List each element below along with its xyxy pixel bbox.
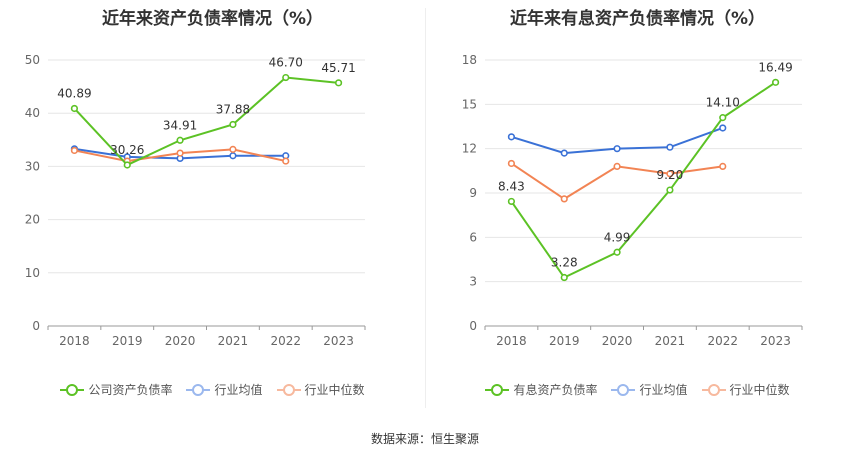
series-line <box>510 81 777 279</box>
data-label: 34.91 <box>163 118 197 132</box>
data-point <box>229 152 237 160</box>
x-tick-label: 2018 <box>59 334 90 348</box>
data-point <box>560 195 568 203</box>
data-point <box>229 120 237 129</box>
panel-divider <box>425 8 426 408</box>
data-label: 8.43 <box>498 179 525 193</box>
x-tick-label: 2019 <box>112 334 143 348</box>
data-point <box>229 145 237 153</box>
series-line <box>73 76 339 167</box>
legend-marker-icon <box>186 383 211 396</box>
data-point <box>70 146 79 155</box>
y-tick-label: 12 <box>462 142 477 156</box>
x-tick-label: 2023 <box>323 334 354 348</box>
legend-marker-icon <box>701 383 726 396</box>
legend-item-industry-median[interactable]: 行业中位数 <box>701 381 790 398</box>
data-point <box>613 162 621 170</box>
x-tick-label: 2021 <box>655 334 686 348</box>
y-tick-label: 10 <box>25 266 40 280</box>
x-tick-label: 2019 <box>549 334 580 348</box>
data-point <box>507 159 516 168</box>
data-point <box>613 248 621 256</box>
data-label: 4.99 <box>604 230 631 244</box>
legend-label: 行业均值 <box>639 383 688 397</box>
chart-panel-left: 近年来资产负债率情况（%） 0 10 20 30 40 50 2018 2019 2020 202… <box>0 0 425 410</box>
data-point <box>560 149 568 157</box>
y-tick-label: 3 <box>469 275 477 289</box>
line-chart-debt-ratio: 0 10 20 30 40 50 2018 2019 2020 2021 2022 2023 40.89… <box>25 53 366 348</box>
data-label: 46.70 <box>269 56 303 70</box>
data-label: 14.10 <box>706 96 740 110</box>
x-tick-label: 2021 <box>218 334 249 348</box>
y-tick-label: 15 <box>462 97 477 111</box>
y-tick-label: 0 <box>469 319 477 333</box>
legend-item-industry-mean[interactable]: 行业均值 <box>611 381 688 398</box>
data-label: 3.28 <box>551 256 578 270</box>
data-point <box>771 78 780 86</box>
data-point <box>560 273 568 282</box>
legend-marker-icon <box>60 383 85 396</box>
data-label: 40.89 <box>57 86 91 100</box>
y-tick-label: 9 <box>469 186 477 200</box>
legend-marker-icon <box>611 383 636 396</box>
x-tick-label: 2020 <box>602 334 633 348</box>
data-point <box>123 161 131 169</box>
legend-item-company[interactable]: 公司资产负债率 <box>60 381 172 398</box>
data-point <box>666 170 674 178</box>
legend-marker-icon <box>276 383 301 396</box>
legend-item-interest-bearing[interactable]: 有息资产负债率 <box>485 381 597 398</box>
chart-title: 近年来有息资产负债率情况（%） <box>509 9 766 29</box>
data-label: 30.26 <box>110 143 144 157</box>
data-point <box>719 162 727 170</box>
legend-label: 行业均值 <box>214 383 263 397</box>
legend-label: 有息资产负债率 <box>513 383 598 397</box>
data-point <box>176 149 184 157</box>
x-tick-label: 2023 <box>760 334 791 348</box>
line-chart-interest-debt-ratio: 0 3 6 9 12 15 18 2018 2019 2020 2021 2022 2023 8.43 3.… <box>462 53 803 348</box>
x-tick-label: 2018 <box>496 334 527 348</box>
y-tick-label: 50 <box>25 53 40 67</box>
data-point <box>719 114 727 122</box>
legend-item-industry-mean[interactable]: 行业均值 <box>186 381 263 398</box>
y-tick-label: 40 <box>25 106 40 120</box>
data-point <box>507 197 516 206</box>
y-tick-label: 6 <box>469 230 477 244</box>
chart-title: 近年来资产负债率情况（%） <box>101 9 324 29</box>
data-label: 45.71 <box>321 61 355 75</box>
legend-item-industry-median[interactable]: 行业中位数 <box>276 381 365 398</box>
y-tick-label: 30 <box>25 159 40 173</box>
legend-label: 行业中位数 <box>729 383 790 397</box>
data-point <box>719 124 727 132</box>
legend: 公司资产负债率 行业均值 行业中位数 <box>0 381 425 398</box>
data-label: 37.88 <box>216 102 250 116</box>
data-label: 16.49 <box>758 60 792 74</box>
data-point <box>507 133 516 141</box>
data-point <box>666 143 674 151</box>
legend: 有息资产负债率 行业均值 行业中位数 <box>425 381 850 398</box>
data-source-note: 数据来源：恒生聚源 <box>370 432 479 446</box>
data-point <box>176 136 184 144</box>
chart-panel-right: 近年来有息资产负债率情况（%） 0 3 6 9 12 15 18 2018 2019 2020 20… <box>425 0 850 410</box>
data-point <box>282 73 290 82</box>
x-tick-label: 2020 <box>165 334 196 348</box>
data-point <box>334 79 343 87</box>
legend-label: 行业中位数 <box>304 383 365 397</box>
x-tick-label: 2022 <box>707 334 738 348</box>
x-tick-label: 2022 <box>270 334 301 348</box>
data-point <box>70 104 79 113</box>
data-point <box>282 157 290 165</box>
legend-marker-icon <box>485 383 510 396</box>
y-tick-label: 20 <box>25 213 40 227</box>
data-label: 9.20 <box>657 168 684 182</box>
data-point <box>666 186 674 194</box>
y-tick-label: 18 <box>462 53 477 67</box>
data-point <box>613 145 621 153</box>
y-tick-label: 0 <box>32 319 40 333</box>
legend-label: 公司资产负债率 <box>88 383 173 397</box>
